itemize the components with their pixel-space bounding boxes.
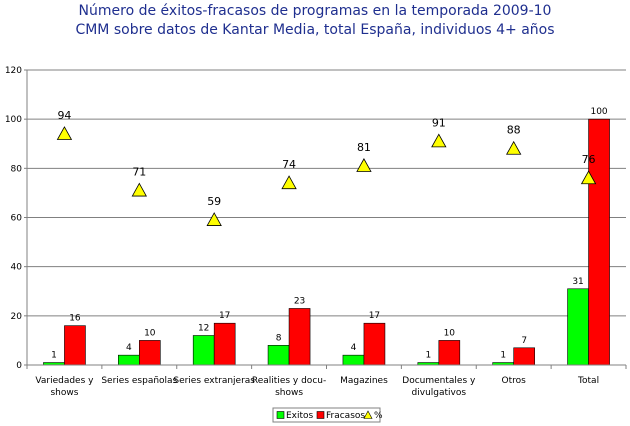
x-category-label: Series extranjeras [173,376,255,386]
x-axis: Variedades y shows Series españolasSeries … [26,364,627,398]
legend-box [272,407,381,423]
pct-marker [431,133,447,148]
x-category-label: Series españolas [101,376,177,386]
bar-fracasos [288,308,311,366]
bar-fracasos [64,325,86,366]
data-label-fracasos: 17 [369,311,380,321]
data-label-fracasos: 100 [590,107,607,117]
legend: Exitos Fracasos% [272,407,383,423]
x-category-label: Otros [502,376,527,386]
legend-swatch-fracasos [316,411,325,419]
data-label-fracasos: 23 [294,296,305,306]
data-label-fracasos: 7 [521,336,527,346]
x-category-label: shows [50,388,78,398]
legend-swatch-pct [363,410,373,419]
x-category-label: Documentales y [402,376,476,386]
bar-fracasos [438,340,461,366]
x-category-label: divulgativos [412,388,467,398]
data-label-fracasos: 10 [144,328,156,338]
data-label-pct: 91 [432,116,446,129]
pct-marker [506,140,522,155]
legend-swatch-exitos [276,411,285,419]
pct-marker [356,158,372,172]
x-category-label: Total [577,376,599,386]
data-label-pct: 74 [282,158,296,171]
bar-fracasos [363,322,386,366]
y-tick-label: 100 [5,115,22,125]
data-label-exitos: 4 [351,343,357,353]
x-category-label: Realities y docu- [252,376,326,386]
data-label-pct: 71 [132,165,146,178]
legend-label-pct: % [374,411,383,421]
chart-subtitle: CMM sobre datos de Kantar Media, total E… [75,22,555,38]
pct-marker [131,182,147,197]
bar-exitos [567,288,589,366]
pct-markers: 94 71 59 74 81 91 88 76 [56,109,597,226]
pct-marker [580,170,597,185]
data-label-fracasos: 16 [69,314,81,324]
x-category-label: Magazines [340,376,388,386]
data-label-exitos: 1 [51,351,57,361]
data-label-pct: 76 [582,153,596,166]
data-label-pct: 94 [57,109,71,122]
legend-label-exitos: Exitos [286,411,314,421]
bar-exitos [192,335,215,366]
data-label-exitos: 31 [572,277,583,287]
bar-fracasos [139,340,161,366]
pct-marker [281,175,297,190]
y-tick-label: 120 [5,66,22,76]
data-label-pct: 81 [357,141,371,154]
chart-title-block: Número de éxitos-fracasos de programas e… [0,2,630,40]
data-label-exitos: 4 [126,343,132,353]
data-label-pct: 59 [207,195,221,208]
data-label-exitos: 12 [198,324,209,334]
y-tick-label: 20 [11,312,23,322]
bar-exitos [267,345,290,366]
bar-fracasos [513,347,535,366]
bar-fracasos [213,322,236,366]
data-label-exitos: 8 [276,333,282,343]
y-tick-label: 80 [11,164,23,174]
data-label-fracasos: 10 [444,328,456,338]
bar-exitos [118,354,140,366]
y-tick-label: 60 [11,214,23,224]
pct-marker [56,126,73,140]
x-category-label: Variedades y [35,376,94,386]
gridlines [27,69,626,317]
data-label-pct: 88 [507,124,521,137]
x-category-label: shows [275,388,303,398]
y-tick-label: 40 [11,263,23,273]
bar-exitos [342,354,365,366]
data-label-exitos: 1 [425,351,431,361]
y-axis: 0 20 40 60 80 100 120 [5,66,28,371]
y-tick-label: 0 [16,361,22,371]
data-label-exitos: 1 [500,351,506,361]
data-label-fracasos: 17 [219,311,230,321]
legend-label-fracasos: Fracasos [326,411,365,421]
pct-marker [206,212,222,226]
chart-title: Número de éxitos-fracasos de programas e… [78,3,552,19]
